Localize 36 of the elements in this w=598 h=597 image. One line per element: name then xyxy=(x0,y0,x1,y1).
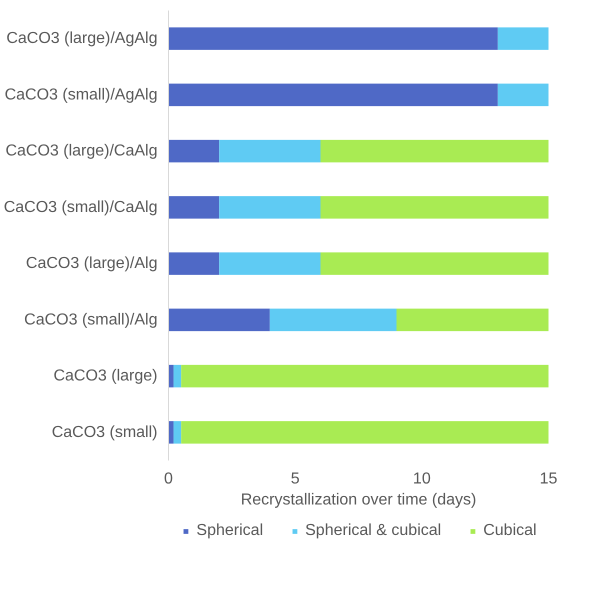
bar xyxy=(219,196,320,219)
bar xyxy=(174,421,182,444)
y-tick-label: CaCO3 (small)/CaAlg xyxy=(4,198,158,216)
bar xyxy=(168,308,270,332)
legend-label: Spherical xyxy=(196,522,264,540)
bar xyxy=(174,364,182,388)
bar xyxy=(498,27,548,50)
x-axis-title: Recrystallization over time (days) xyxy=(240,492,476,508)
y-tick-label: CaCO3 (large) xyxy=(53,368,158,385)
bar xyxy=(498,84,548,106)
bar xyxy=(320,140,548,162)
bar xyxy=(219,140,320,162)
legend-label: Spherical & cubical xyxy=(305,522,442,540)
y-tick-label: CaCO3 (large)/CaAlg xyxy=(5,142,158,160)
bar xyxy=(219,252,320,275)
x-tick-label: 10 xyxy=(412,470,431,488)
bar xyxy=(168,196,220,219)
y-tick-label: CaCO3 (small)/Alg xyxy=(24,311,158,328)
x-tick-label: 0 xyxy=(164,470,174,488)
y-tick-label: CaCO3 (large)/AgAlg xyxy=(6,30,158,48)
bar xyxy=(168,27,498,50)
x-tick-label: 5 xyxy=(290,470,300,488)
bar xyxy=(168,252,220,275)
y-tick-label: CaCO3 (large)/Alg xyxy=(26,255,158,272)
legend-label: Cubical xyxy=(483,522,537,540)
bar xyxy=(181,364,548,388)
bar xyxy=(396,308,548,332)
y-tick-label: CaCO3 (small)/AgAlg xyxy=(4,86,158,104)
y-tick-label: CaCO3 (small) xyxy=(52,424,158,441)
bar xyxy=(168,140,220,162)
bar xyxy=(181,421,548,444)
bar xyxy=(270,308,396,332)
bar xyxy=(320,196,548,219)
bar xyxy=(320,252,548,275)
bar xyxy=(168,84,498,106)
x-tick-label: 15 xyxy=(540,470,558,488)
